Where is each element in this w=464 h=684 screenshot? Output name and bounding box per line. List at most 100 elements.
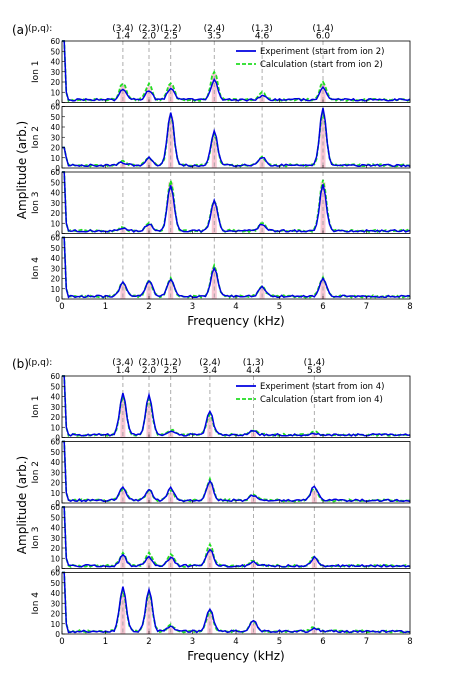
mode-pq-label: (1,4) xyxy=(312,24,333,34)
y-tick-label: 10 xyxy=(50,489,60,498)
y-tick-label: 30 xyxy=(50,199,60,208)
axes-frame xyxy=(61,171,411,234)
mode-frequency-label: 6.0 xyxy=(316,32,331,42)
mode-highlight-band xyxy=(168,556,174,569)
panel-label: (a) xyxy=(12,23,29,37)
legend-calculation-label: Calculation (start from ion 4) xyxy=(260,395,383,405)
ion-label: Ion 3 xyxy=(31,527,41,549)
x-tick-label: 5 xyxy=(277,637,282,647)
mode-highlight-band xyxy=(120,593,126,634)
mode-frequency-label: 2.0 xyxy=(142,366,157,376)
y-tick-label: 30 xyxy=(50,403,60,412)
x-tick-label: 3 xyxy=(190,302,195,312)
y-tick-label: 40 xyxy=(50,58,60,67)
x-tick-label: 4 xyxy=(233,302,238,312)
y-tick-label: 50 xyxy=(50,47,60,56)
y-tick-label: 40 xyxy=(50,589,60,598)
panel-a: (a) (p,q): (3,4)1.4 (2,3)2.0(1,2)2.5 (2,4)3.… xyxy=(12,23,413,328)
ion-label: Ion 4 xyxy=(31,257,41,280)
x-tick-label: 2 xyxy=(146,302,151,312)
legend: Experiment (start from ion 2) Calculation… xyxy=(236,47,385,70)
y-tick-label: 20 xyxy=(50,209,60,218)
mode-pq-label: (1,4) xyxy=(304,358,325,368)
mode-pq-label: (1,2) xyxy=(160,24,181,34)
ion-label: Ion 4 xyxy=(31,592,41,615)
shared-y-axis-label: Amplitude (arb.) xyxy=(15,121,29,219)
x-tick-label: 0 xyxy=(59,302,64,312)
y-tick-label: 20 xyxy=(50,413,60,422)
mode-pq-label: (2,4) xyxy=(199,358,220,368)
y-tick-label: 50 xyxy=(50,244,60,253)
experiment-line xyxy=(62,107,411,168)
x-tick-label: 7 xyxy=(364,302,369,312)
pq-label: (p,q): xyxy=(28,24,52,34)
mode-highlight-band xyxy=(146,87,152,103)
mode-highlight-band xyxy=(211,137,217,168)
y-tick-label: 60 xyxy=(50,569,60,578)
calculation-line xyxy=(62,236,411,299)
mode-highlight-band xyxy=(120,86,126,103)
y-tick-label: 0 xyxy=(55,499,60,508)
y-tick-label: 50 xyxy=(50,579,60,588)
calculation-line xyxy=(62,171,411,234)
y-tick-label: 30 xyxy=(50,68,60,77)
mode-pq-label: (3,4) xyxy=(112,24,133,34)
x-tick-label: 3 xyxy=(190,637,195,647)
y-tick-label: 50 xyxy=(50,513,60,522)
x-axis-label: Frequency (kHz) xyxy=(187,649,284,663)
y-tick-label: 10 xyxy=(50,88,60,97)
mode-frequency-label: 3.5 xyxy=(207,32,221,42)
x-tick-label: 6 xyxy=(320,637,325,647)
experiment-line xyxy=(62,440,411,503)
y-tick-label: 40 xyxy=(50,458,60,467)
y-tick-label: 20 xyxy=(50,144,60,153)
y-tick-label: 10 xyxy=(50,285,60,294)
mode-highlight-band xyxy=(211,268,217,299)
x-tick-label: 4 xyxy=(233,637,238,647)
y-tick-label: 40 xyxy=(50,189,60,198)
y-tick-label: 60 xyxy=(50,103,60,112)
y-tick-label: 60 xyxy=(50,438,60,447)
x-tick-label: 6 xyxy=(320,302,325,312)
y-tick-label: 60 xyxy=(50,168,60,177)
mode-frequency-label: 1.4 xyxy=(116,32,131,42)
y-tick-label: 0 xyxy=(55,99,60,108)
calculation-line xyxy=(62,111,411,168)
mode-pq-label: (2,4) xyxy=(204,24,225,34)
y-tick-label: 0 xyxy=(55,434,60,443)
mode-pq-label: (2,3) xyxy=(138,24,159,34)
x-axis-label: Frequency (kHz) xyxy=(187,314,284,328)
y-tick-label: 0 xyxy=(55,164,60,173)
ion-label: Ion 2 xyxy=(31,461,41,483)
mode-pq-label: (2,3) xyxy=(138,358,159,368)
y-tick-label: 20 xyxy=(50,479,60,488)
x-tick-label: 0 xyxy=(59,637,64,647)
mode-highlight-band xyxy=(211,73,217,103)
y-tick-label: 0 xyxy=(55,295,60,304)
y-tick-label: 50 xyxy=(50,178,60,187)
y-tick-label: 10 xyxy=(50,154,60,163)
x-tick-label: 1 xyxy=(103,637,108,647)
mode-pq-label: (1,3) xyxy=(251,24,272,34)
panel-label: (b) xyxy=(12,357,29,371)
panel-b: (b) (p,q): (3,4)1.4 (2,3)2.0(1,2)2.5 (2,4)3.… xyxy=(12,357,413,663)
legend-calculation-label: Calculation (start from ion 2) xyxy=(260,60,383,70)
y-tick-label: 30 xyxy=(50,468,60,477)
ion-label: Ion 2 xyxy=(31,126,41,148)
y-tick-label: 10 xyxy=(50,554,60,563)
y-tick-label: 50 xyxy=(50,382,60,391)
y-tick-label: 60 xyxy=(50,37,60,46)
x-tick-label: 5 xyxy=(277,302,282,312)
calculation-line xyxy=(62,571,411,634)
y-tick-label: 60 xyxy=(50,503,60,512)
y-tick-label: 50 xyxy=(50,113,60,122)
shared-y-axis-label: Amplitude (arb.) xyxy=(15,456,29,554)
y-tick-label: 20 xyxy=(50,78,60,87)
